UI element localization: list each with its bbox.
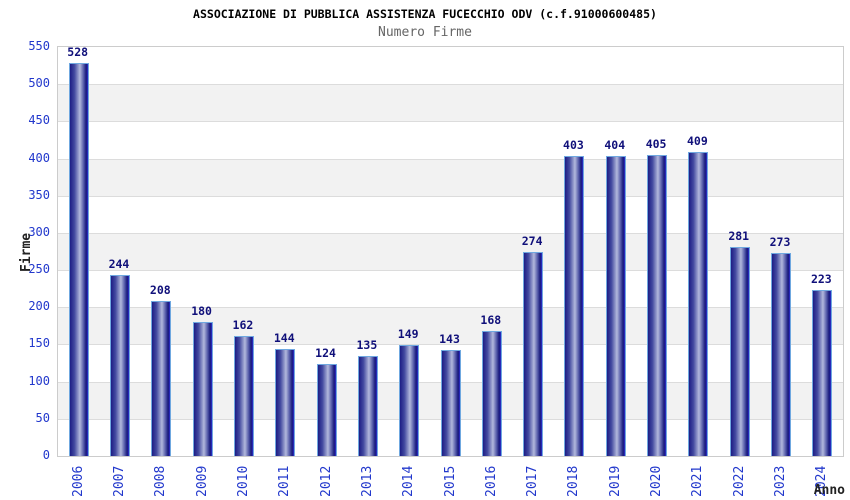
x-tick-label: 2007 [111,465,127,497]
bar-value-label: 180 [191,304,212,319]
bar [647,154,668,456]
bar [729,247,750,456]
x-tick-label: 2015 [442,465,458,497]
bar-value-label: 208 [149,283,171,298]
x-tick-label: 2009 [194,465,210,497]
bar-value-label: 281 [728,229,750,244]
x-tick-label: 2006 [70,465,86,497]
plot-band [58,47,843,85]
x-tick-label: 2017 [525,465,541,497]
y-tick-label: 0 [42,448,50,462]
x-axis-title: Anno [813,483,845,498]
y-tick-label: 50 [35,410,50,425]
bar [523,252,544,456]
chart-title: ASSOCIAZIONE DI PUBBLICA ASSISTENZA FUCE… [193,7,657,21]
x-tick-label: 2021 [690,465,706,497]
plot-band [58,307,843,345]
bar [399,345,420,456]
gridline [58,158,843,160]
y-tick-label: 150 [28,336,50,351]
bar-value-label: 144 [273,330,295,345]
x-tick-label: 2008 [153,465,169,497]
y-tick-label: 400 [28,150,50,165]
gridline [58,121,843,123]
bar [316,363,337,456]
y-tick-label: 350 [28,187,50,202]
bar [151,301,172,456]
bar [481,331,502,456]
plot-band [58,195,843,233]
gridline [58,344,843,346]
bar-value-label: 409 [687,133,708,148]
bar-value-label: 244 [108,256,130,271]
x-tick-label: 2013 [359,465,375,497]
bar [192,322,213,456]
y-tick-label: 450 [28,113,50,128]
bar-value-label: 162 [232,317,254,332]
bar-value-label: 223 [810,272,832,287]
x-tick-label: 2010 [235,465,251,497]
bar-value-label: 168 [480,313,502,328]
x-tick-label: 2022 [731,465,747,497]
x-tick-label: 2020 [649,465,665,497]
y-tick-label: 100 [28,373,50,388]
plot-band [58,158,843,196]
gridline [58,232,843,234]
y-tick-label: 200 [28,299,50,314]
bar [68,63,89,456]
bar [564,156,585,456]
y-tick-label: 250 [28,262,50,277]
bar [812,290,833,456]
gridline [58,84,843,86]
plot-area [57,46,844,457]
x-tick-label: 2012 [318,465,334,497]
bar-value-label: 273 [769,234,791,249]
bar [688,151,709,456]
plot-band [58,84,843,122]
x-tick-label: 2018 [566,465,582,497]
bar [357,355,378,456]
bar-value-label: 528 [67,45,89,60]
plot-band [58,270,843,308]
bar [605,155,626,456]
bar [109,274,130,456]
y-tick-label: 300 [28,224,50,239]
plot-band [58,121,843,159]
bar [440,349,461,456]
bar [275,348,296,456]
chart-subtitle: Numero Firme [378,25,472,40]
gridline [58,270,843,272]
gridline [58,195,843,197]
bar [771,253,792,456]
bar-value-label: 405 [645,136,667,151]
y-tick-label: 550 [28,39,50,53]
x-tick-label: 2014 [401,465,417,497]
bar-value-label: 149 [397,327,419,342]
bar-value-label: 274 [521,234,543,249]
bar-value-label: 403 [563,138,584,153]
bar-value-label: 404 [604,137,626,152]
bar-value-label: 143 [439,331,460,346]
bar-value-label: 135 [356,337,378,352]
x-tick-label: 2016 [483,465,499,497]
bar [233,335,254,456]
y-axis-title: Firme [19,232,34,272]
y-tick-label: 500 [28,76,50,91]
x-tick-label: 2011 [277,465,293,497]
plot-band [58,232,843,271]
x-tick-label: 2023 [773,465,789,497]
x-tick-label: 2019 [607,465,623,497]
bar-value-label: 124 [315,345,336,360]
gridline [58,307,843,309]
